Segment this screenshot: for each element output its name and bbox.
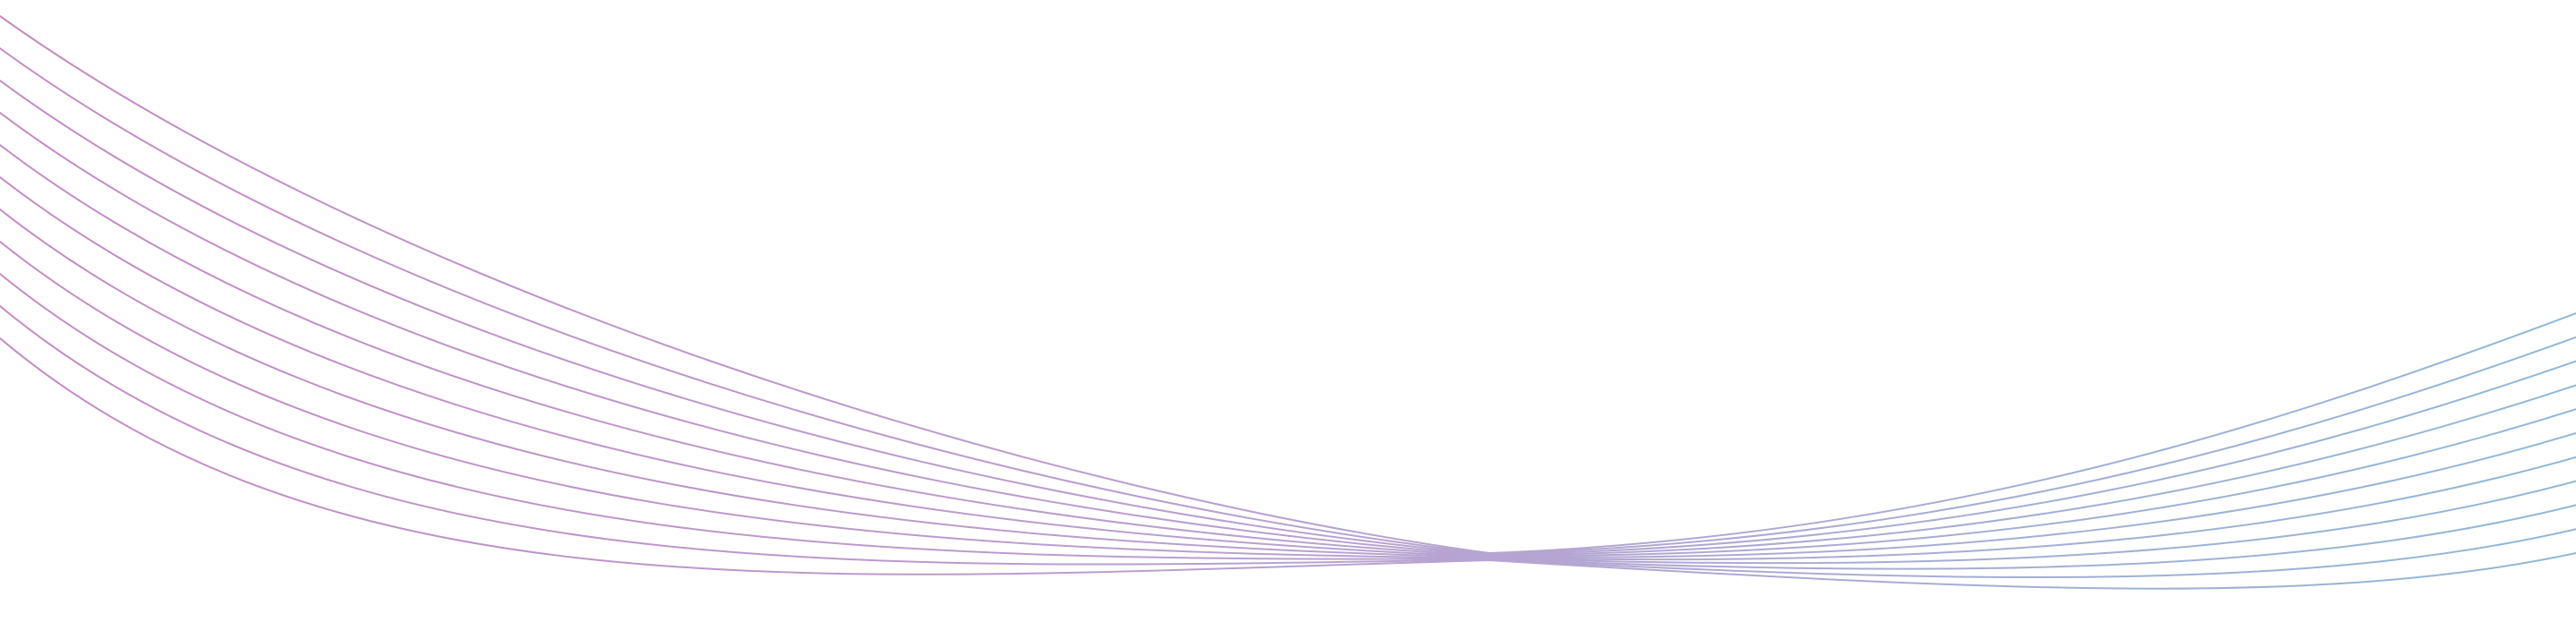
wave-line (0, 209, 2576, 561)
wave-line (0, 273, 2576, 570)
wave-line (0, 305, 2576, 578)
wave-line (0, 80, 2576, 556)
wave-line-group (0, 15, 2576, 590)
wave-line (0, 144, 2576, 558)
wave-line (0, 112, 2576, 557)
wave-line (0, 176, 2576, 558)
wave-line (0, 241, 2576, 565)
wave-line (0, 337, 2576, 590)
wave-line (0, 15, 2576, 555)
wave-line (0, 47, 2576, 555)
